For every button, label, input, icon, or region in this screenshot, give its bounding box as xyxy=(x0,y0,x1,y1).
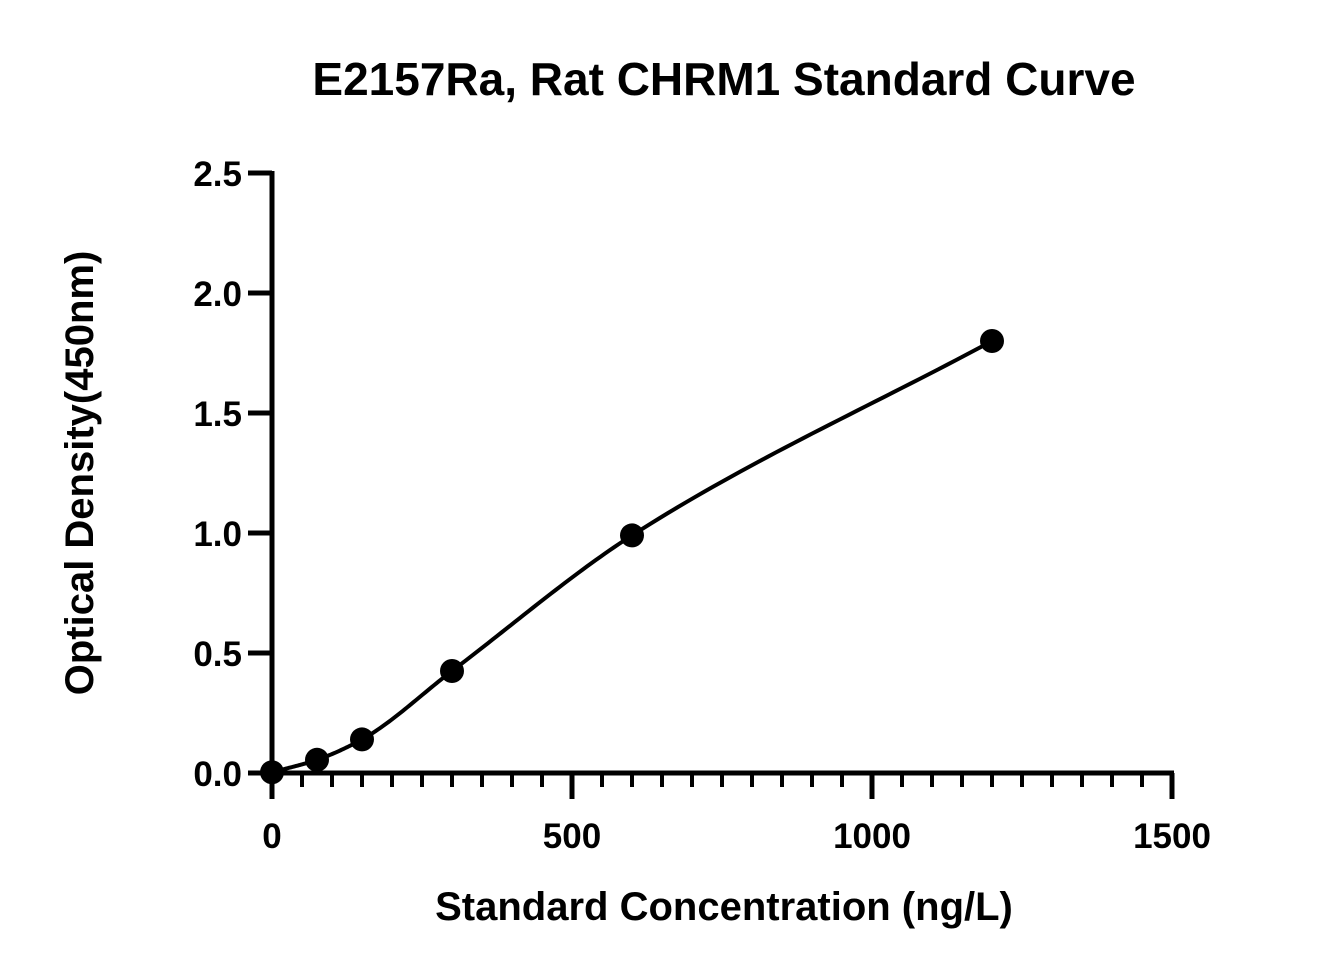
data-point xyxy=(620,523,644,548)
x-tick-label: 1000 xyxy=(833,817,911,856)
data-point xyxy=(260,760,284,785)
x-ticks: 0 500 1000 1500 xyxy=(262,773,1211,856)
x-tick-label: 0 xyxy=(262,817,281,856)
data-point xyxy=(350,727,374,752)
y-tick-label: 0.5 xyxy=(193,635,242,674)
y-tick-label: 2.0 xyxy=(193,275,242,314)
fit-curve xyxy=(271,339,993,775)
y-tick-label: 2.5 xyxy=(193,155,242,194)
data-point xyxy=(980,329,1004,353)
y-tick-label: 1.5 xyxy=(193,395,242,434)
y-ticks: 0.0 0.5 1.0 1.5 2.0 2.5 xyxy=(193,155,272,794)
plot-area xyxy=(260,329,1004,785)
y-tick-label: 0.0 xyxy=(193,755,242,794)
data-point xyxy=(440,659,464,683)
y-tick-label: 1.0 xyxy=(193,515,242,554)
chart-title: E2157Ra, Rat CHRM1 Standard Curve xyxy=(312,53,1135,105)
x-tick-label: 1500 xyxy=(1133,817,1211,856)
y-axis-label: Optical Density(450nm) xyxy=(58,251,102,696)
data-point xyxy=(305,747,329,772)
x-tick-label: 500 xyxy=(543,817,601,856)
x-axis-label: Standard Concentration (ng/L) xyxy=(435,885,1013,929)
